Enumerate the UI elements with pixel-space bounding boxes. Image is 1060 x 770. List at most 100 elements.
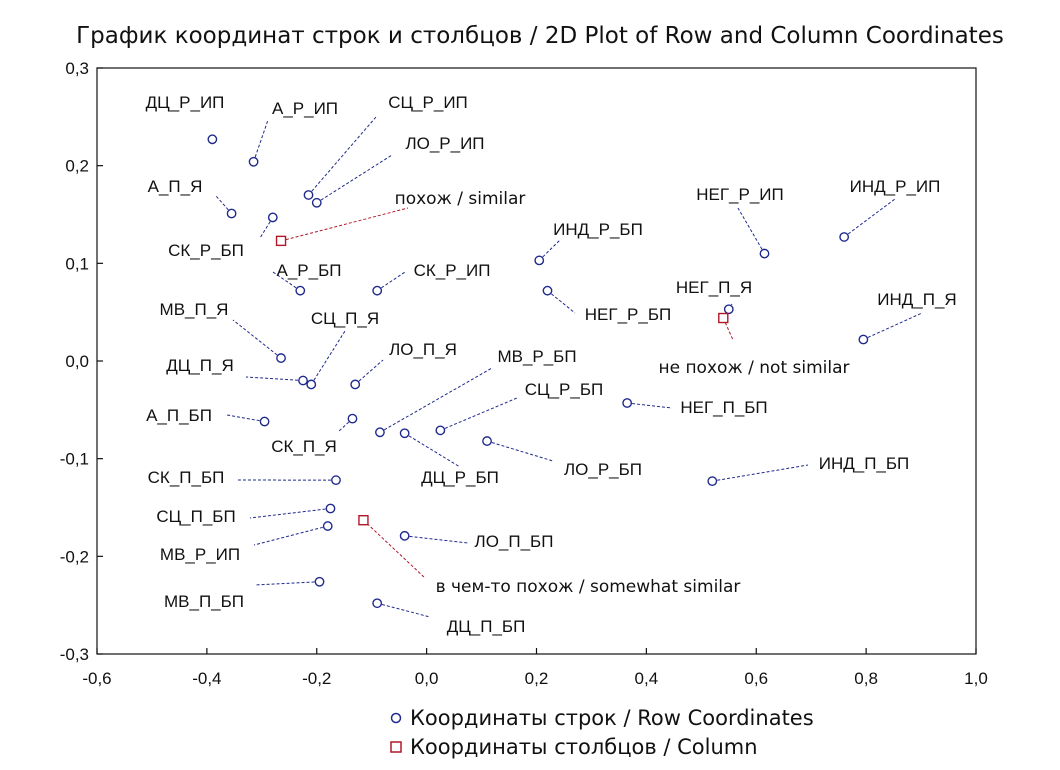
legend-row-marker (390, 712, 402, 724)
row-point-label: ДЦ_П_Я (166, 356, 234, 375)
row-point-label: ИНД_Р_БП (553, 220, 643, 239)
leader-line (712, 464, 809, 482)
leader-line (404, 535, 469, 544)
row-point-marker (298, 375, 308, 386)
leader-line (259, 217, 274, 239)
x-tick-label: 1,0 (964, 669, 988, 688)
row-point-label: НЕГ_Р_ИП (696, 185, 784, 204)
leader-line (627, 402, 673, 409)
row-point-marker (248, 156, 259, 167)
row-point-marker (295, 285, 306, 296)
row-point-label: А_П_Я (148, 177, 203, 196)
row-point-label: ДЦ_Р_ИП (146, 93, 225, 112)
column-point-marker (718, 312, 729, 324)
row-point-marker (399, 428, 410, 439)
point-labels: ДЦ_Р_ИП А_Р_ИП СЦ_Р_ИП ЛО_Р_ИП А_П_Я СК_Р_БП А… (146, 93, 957, 636)
leader-line (440, 397, 518, 431)
markers (207, 134, 869, 609)
row-point-marker (314, 576, 325, 587)
leader-line (404, 432, 461, 468)
row-point-label: СЦ_П_БП (156, 507, 235, 526)
row-point-label: ДЦ_Р_БП (421, 468, 499, 487)
y-tick-label: 0,2 (65, 157, 89, 176)
leader-line (354, 359, 384, 385)
row-point-marker (322, 521, 333, 531)
row-point-marker (276, 353, 286, 363)
leader-line (226, 414, 265, 423)
leader-line (316, 154, 393, 204)
x-tick-label: 0,8 (854, 669, 878, 688)
y-tick-label: -0,1 (60, 450, 89, 469)
axes: -0,6 -0,4 -0,2 0,0 0,2 0,4 0,6 0,8 1,0 0,3 0,2 0,1 0… (60, 59, 988, 688)
row-point-marker (303, 190, 314, 200)
leader-line (486, 440, 554, 462)
row-point-marker (399, 530, 410, 541)
row-point-label: А_Р_БП (277, 261, 342, 280)
x-tick-label: -0,6 (82, 669, 111, 688)
leader-line (377, 602, 431, 618)
row-point-marker (306, 379, 317, 390)
y-tick-label: -0,3 (60, 645, 89, 664)
row-point-marker (839, 232, 850, 242)
row-point-label: ЛО_Р_ИП (405, 134, 484, 153)
row-point-label: СК_П_БП (148, 468, 225, 487)
row-point-marker (858, 334, 869, 345)
leader-line (272, 271, 301, 292)
leader-line (547, 290, 576, 314)
row-point-marker (435, 425, 446, 436)
legend-label: Координаты столбцов / Column (410, 735, 758, 759)
leader-line (280, 207, 409, 242)
column-point-label: не похож / not similar (658, 358, 849, 378)
row-point-marker (350, 379, 361, 390)
y-tick-label: 0,0 (65, 352, 89, 371)
row-point-marker (707, 476, 718, 487)
column-point-label: в чем-то похож / somewhat similar (436, 577, 741, 597)
row-point-label: МВ_П_Я (160, 300, 229, 319)
row-point-label: СК_Р_БП (168, 241, 244, 260)
legend-label: Координаты строк / Row Coordinates (410, 706, 814, 730)
row-point-marker (311, 197, 322, 208)
column-point-label: похож / similar (395, 189, 526, 209)
row-point-marker (207, 134, 218, 145)
row-point-marker (226, 208, 237, 219)
row-point-label: ИНД_Р_ИП (850, 177, 941, 196)
row-point-marker (542, 285, 553, 296)
row-point-label: ИНД_П_БП (819, 454, 910, 473)
row-point-label: СЦ_Р_БП (525, 380, 603, 399)
leader-line (254, 581, 320, 586)
row-point-label: ЛО_П_БП (475, 532, 554, 551)
row-point-marker (482, 436, 492, 446)
legend-column-marker (390, 741, 402, 753)
leader-line (376, 271, 406, 292)
row-point-label: СК_Р_ИП (414, 261, 491, 280)
row-point-marker (372, 285, 383, 296)
leader-line (843, 198, 896, 238)
x-tick-label: 0,2 (525, 669, 549, 688)
row-point-marker (723, 304, 734, 315)
leader-line (337, 418, 353, 433)
row-point-label: ЛО_Р_БП (564, 460, 642, 479)
row-point-label: А_П_БП (146, 406, 212, 425)
leader-line (253, 525, 328, 546)
row-point-label: НЕГ_П_Я (676, 278, 752, 297)
x-tick-label: 0,4 (635, 669, 659, 688)
column-point-marker (358, 514, 369, 526)
leader-line (737, 207, 765, 254)
row-point-marker (534, 255, 545, 266)
leader-line (363, 519, 426, 579)
row-point-label: МВ_П_БП (164, 592, 244, 611)
row-point-marker (331, 475, 341, 486)
leader-line (310, 330, 346, 385)
column-point-marker (275, 235, 287, 247)
leader-line (232, 319, 282, 359)
leader-line (722, 317, 734, 341)
x-tick-label: 0,6 (744, 669, 768, 688)
leader-line (379, 367, 493, 433)
leader-line (249, 507, 331, 519)
x-tick-label: -0,4 (192, 669, 221, 688)
row-point-label: СЦ_Р_ИП (388, 93, 468, 112)
row-point-label: ДЦ_П_БП (447, 617, 526, 636)
y-tick-label: -0,2 (60, 547, 89, 566)
row-point-label: ЛО_П_Я (389, 340, 457, 359)
row-point-label: СЦ_П_Я (311, 309, 379, 328)
